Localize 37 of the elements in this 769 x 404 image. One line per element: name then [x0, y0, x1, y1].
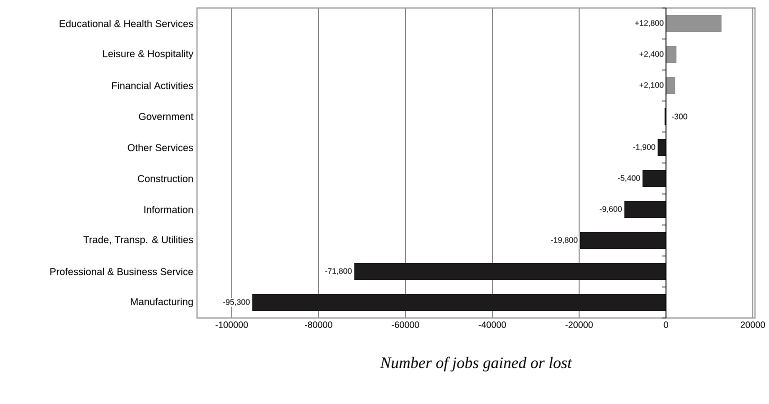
y-tick-label: Manufacturing	[130, 298, 193, 308]
data-label: -9,600	[600, 206, 622, 213]
y-tick-label: Information	[144, 206, 193, 214]
bar	[642, 170, 666, 187]
data-label: -300	[672, 114, 688, 120]
bar	[354, 262, 666, 280]
x-tick-label: 0	[664, 322, 668, 328]
bar	[624, 200, 666, 218]
y-tick-label: Other Services	[128, 144, 194, 152]
data-label: +2,400	[639, 51, 664, 58]
y-tick-label: Financial Activities	[112, 82, 194, 90]
bar	[666, 15, 722, 32]
bar	[666, 77, 676, 94]
y-tick-label: Educational & Health Services	[60, 20, 194, 28]
bar	[580, 232, 666, 249]
data-label: -5,400	[618, 175, 640, 182]
y-tick-label: Leisure & Hospitality	[103, 50, 194, 60]
x-tick-label: -40000	[478, 322, 506, 328]
bar	[666, 46, 676, 63]
x-tick-label: 20000	[740, 322, 765, 328]
data-label: +2,100	[639, 82, 664, 89]
x-tick-label: -60000	[392, 322, 420, 328]
bar	[252, 294, 666, 311]
y-tick-label: Construction	[138, 174, 193, 182]
x-tick-label: -100000	[216, 322, 248, 328]
x-tick-label: -20000	[566, 322, 593, 328]
data-label: -95,300	[223, 299, 250, 306]
bar	[658, 139, 666, 156]
x-tick-label: -80000	[304, 322, 332, 328]
x-axis-title: Number of jobs gained or lost	[380, 356, 572, 372]
data-label: -1,900	[633, 144, 656, 151]
data-label: +12,800	[635, 20, 664, 27]
y-tick-label: Professional & Business Service	[50, 268, 193, 276]
y-tick-label: Trade, Transp. & Utilities	[83, 236, 194, 246]
y-tick-label: Government	[138, 112, 194, 120]
data-label: -19,800	[551, 237, 578, 244]
data-label: -71,800	[325, 268, 352, 275]
